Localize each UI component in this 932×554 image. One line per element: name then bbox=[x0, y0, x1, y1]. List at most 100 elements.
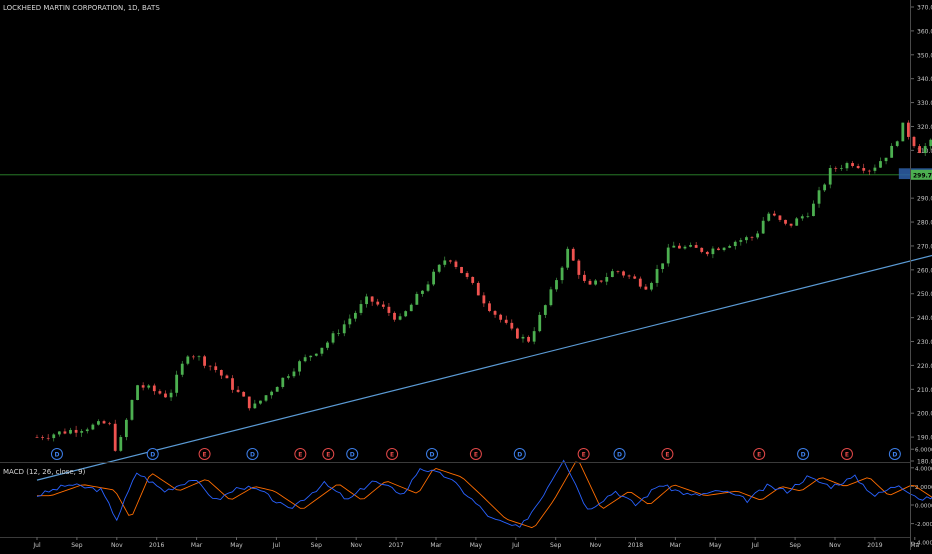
candle-body bbox=[538, 314, 542, 332]
candle-body bbox=[823, 184, 827, 191]
last-price-badge bbox=[911, 169, 932, 180]
candle-body bbox=[711, 248, 715, 255]
candle-body bbox=[281, 377, 285, 387]
earnings-event-marker[interactable]: E bbox=[840, 448, 853, 460]
candle-body bbox=[370, 296, 374, 302]
earnings-event-marker[interactable]: E bbox=[294, 448, 307, 460]
candle-body bbox=[745, 237, 748, 241]
candle-body bbox=[454, 261, 458, 267]
candle-body bbox=[152, 385, 156, 392]
time-tick-label: Sep bbox=[550, 542, 562, 549]
dividend-event-marker[interactable]: D bbox=[246, 448, 259, 460]
event-circle bbox=[386, 448, 399, 460]
candle-body bbox=[778, 215, 782, 220]
time-tick-label: Sep bbox=[789, 542, 801, 549]
candle-body bbox=[666, 247, 670, 264]
candle-body bbox=[677, 245, 681, 249]
earnings-event-marker[interactable]: E bbox=[753, 448, 766, 460]
event-circle bbox=[246, 448, 259, 460]
earnings-event-marker[interactable]: E bbox=[386, 448, 399, 460]
candle-body bbox=[890, 145, 894, 158]
event-circle bbox=[346, 448, 359, 460]
candle-body bbox=[303, 357, 307, 362]
candle-body bbox=[610, 271, 614, 278]
earnings-event-marker[interactable]: E bbox=[661, 448, 674, 460]
dividend-event-marker[interactable]: D bbox=[146, 448, 159, 460]
candle-body bbox=[164, 393, 167, 398]
dividend-event-marker[interactable]: D bbox=[888, 448, 901, 460]
candle-body bbox=[298, 361, 301, 372]
candle-body bbox=[46, 437, 50, 439]
candle-body bbox=[365, 296, 368, 305]
candle-body bbox=[381, 304, 385, 307]
earnings-event-marker[interactable]: E bbox=[322, 448, 335, 460]
candle-body bbox=[761, 220, 765, 234]
time-tick-label: May bbox=[470, 542, 483, 549]
candle-body bbox=[728, 246, 732, 248]
time-tick-label: Nov bbox=[829, 542, 841, 549]
dividend-event-marker[interactable]: D bbox=[513, 448, 526, 460]
event-label: D bbox=[54, 451, 59, 458]
candle-body bbox=[398, 316, 402, 320]
event-label: D bbox=[801, 451, 806, 458]
earnings-event-marker[interactable]: E bbox=[577, 448, 590, 460]
candle-body bbox=[130, 399, 134, 420]
candle-body bbox=[739, 240, 743, 242]
candle-body bbox=[415, 293, 419, 305]
dividend-event-marker[interactable]: D bbox=[346, 448, 359, 460]
dividend-event-marker[interactable]: D bbox=[797, 448, 810, 460]
candle-body bbox=[493, 311, 497, 315]
candle-body bbox=[342, 324, 346, 334]
candle-body bbox=[482, 295, 486, 304]
candle-body bbox=[85, 429, 89, 432]
candle-body bbox=[147, 385, 151, 388]
earnings-event-marker[interactable]: E bbox=[469, 448, 482, 460]
candle-body bbox=[337, 333, 341, 334]
candle-body bbox=[918, 146, 921, 154]
candle-body bbox=[549, 289, 553, 306]
candle-body bbox=[504, 319, 508, 323]
price-tick-label: 290.00 bbox=[917, 196, 932, 203]
candle-body bbox=[376, 301, 380, 305]
candle-body bbox=[605, 277, 609, 282]
event-label: D bbox=[150, 451, 155, 458]
candle-body bbox=[236, 389, 240, 392]
candle-body bbox=[292, 371, 296, 377]
event-label: D bbox=[250, 451, 255, 458]
dividend-event-marker[interactable]: D bbox=[426, 448, 439, 460]
candle-body bbox=[91, 424, 95, 430]
event-label: E bbox=[665, 451, 669, 458]
candle-body bbox=[845, 163, 849, 169]
candle-body bbox=[57, 431, 61, 435]
candle-body bbox=[879, 161, 882, 168]
price-tick-label: 270.00 bbox=[917, 243, 932, 250]
time-tick-label: Mar bbox=[670, 542, 682, 549]
price-tick-label: 240.00 bbox=[917, 315, 932, 322]
candle-body bbox=[795, 218, 799, 226]
candle-body bbox=[169, 392, 173, 398]
price-tick-label: 350.00 bbox=[917, 52, 932, 59]
price-tick-label: 320.00 bbox=[917, 124, 932, 131]
candle-body bbox=[348, 318, 352, 325]
candle-body bbox=[247, 396, 251, 409]
candle-body bbox=[884, 157, 888, 162]
price-tick-label: 250.00 bbox=[917, 291, 932, 298]
time-tick-label: Ma bbox=[910, 542, 919, 549]
candle-body bbox=[253, 403, 257, 409]
candle-body bbox=[124, 419, 128, 438]
candle-body bbox=[839, 168, 843, 169]
candle-body bbox=[722, 247, 726, 251]
candle-body bbox=[259, 400, 262, 404]
dividend-event-marker[interactable]: D bbox=[50, 448, 63, 460]
earnings-event-marker[interactable]: E bbox=[198, 448, 211, 460]
dividend-event-marker[interactable]: D bbox=[613, 448, 626, 460]
candle-body bbox=[354, 312, 357, 319]
candle-body bbox=[471, 276, 475, 283]
event-circle bbox=[198, 448, 211, 460]
